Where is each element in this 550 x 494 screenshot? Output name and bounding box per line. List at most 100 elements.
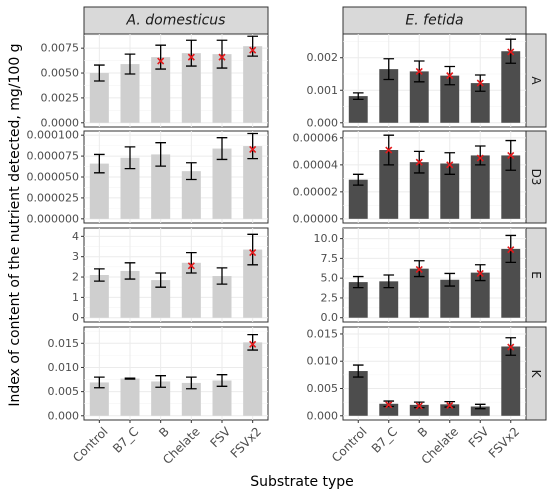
marker-b7-c [385,401,393,409]
panel-e-fetida-d3: 0.00000 0.00002 0.00004 0.00006 [293,130,527,225]
panel-a-domesticus-a: 0.0000 0.0025 0.0050 0.0075 [41,33,269,129]
panel-a-domesticus-e: 0 1 2 3 4 [72,227,269,324]
bar-control [348,371,368,416]
bar-fsvx2 [243,249,263,318]
marker-chelate [446,161,454,169]
bar-fsvx2 [501,155,521,219]
x-tick-label: FSV [208,424,234,450]
y-tick-label: 0.0000 [41,116,80,129]
y-tick-label: 3 [72,250,79,263]
panel-background [342,326,527,421]
y-axis-title: Index of content of the nutrient detecte… [7,43,23,406]
marker-fsvx2 [507,343,515,351]
error-bar-fsv [474,145,486,166]
error-bar-fsv [216,39,228,69]
y-tick-label: 0.0075 [41,42,80,55]
error-bar-control [352,173,364,186]
marker-fsv [476,154,484,162]
bar-fsvx2 [243,146,263,219]
bar-chelate [181,171,201,219]
x-tick-label: B7_C [369,424,400,455]
y-tick-label: 0.010 [48,361,80,374]
error-bar-control [94,153,105,174]
error-bar-control [94,268,105,282]
bar-fsv [470,155,490,219]
bar-chelate [181,53,201,123]
y-tick-label: 2 [72,271,79,284]
y-tick-label: 0.00000 [293,212,339,225]
bar-fsvx2 [243,342,263,416]
marker-fsvx2 [507,48,515,56]
bar-fsv [212,380,232,416]
error-bar-control [94,64,105,82]
error-bar-fsvx2 [247,35,258,57]
bar-control [348,179,368,219]
bar-fsvx2 [501,248,521,318]
y-tick-label: 0.00002 [293,185,339,198]
error-bar-b [155,44,166,70]
row-strip-label: D3 [529,169,543,186]
marker-chelate [187,262,195,270]
bar-fsv [470,272,490,318]
y-tick-label: 0.000 [307,409,339,422]
y-tick-label: 0 [72,311,79,324]
bar-chelate [440,279,460,318]
bar-control [89,275,109,318]
error-bar-chelate [186,162,197,181]
bar-fsvx2 [501,51,521,123]
row-strip-label: E [529,271,543,279]
error-bar-b [155,142,166,167]
marker-b [415,67,423,75]
row-strip-d3: D3 [525,130,547,224]
marker-chelate [446,72,454,80]
bar-chelate [440,163,460,219]
bar-control [348,282,368,318]
y-tick-label: 0.000025 [27,191,80,204]
marker-fsvx2 [249,249,257,257]
error-bar-b7-c [124,377,136,380]
y-tick-label: 0.0050 [41,67,80,80]
bar-b [151,154,171,219]
bar-control [348,96,368,123]
row-strip-k: K [525,326,547,421]
bar-control [89,382,109,416]
y-tick-label: 4 [72,230,79,243]
bar-b [409,162,429,219]
x-tick-label: B [415,424,431,440]
y-tick-label: 0.000050 [27,171,80,184]
marker-b [415,402,423,410]
column-strip-bg [83,6,269,35]
bar-fsv [212,54,232,123]
y-tick-label: 0.000100 [27,129,80,142]
y-tick-label: 10.0 [314,232,339,245]
error-bar-control [352,364,364,378]
bar-b [409,71,429,123]
facet-panels: A. domesticus E. fetidaAD3EK0.00000.00250… [27,6,547,467]
marker-fsv [476,269,484,277]
bar-b [151,57,171,123]
y-tick-label: 0.015 [48,337,80,350]
error-bar-fsv [216,137,228,161]
error-bar-control [352,92,364,101]
y-tick-label: 0.0025 [41,91,80,104]
x-axis-title: Substrate type [250,474,354,490]
error-bar-control [352,275,364,289]
error-bar-b7-c [124,146,136,170]
panel-a-domesticus-d3: 0.000000 0.000025 0.000050 0.000075 0.000100 [27,129,269,225]
panel-background [83,227,269,323]
y-tick-label: 0.00006 [293,131,339,144]
y-tick-label: 7.5 [321,252,339,265]
error-bar-chelate [444,152,456,175]
marker-fsvx2 [507,246,515,254]
y-tick-label: 1 [72,291,79,304]
bar-b7-c [120,64,140,123]
row-strip-label: K [529,370,543,379]
bar-b7-c [379,69,399,123]
y-tick-label: 0.005 [307,382,339,395]
y-tick-label: 2.5 [321,291,339,304]
bar-fsvx2 [501,346,521,416]
marker-b [415,265,423,274]
